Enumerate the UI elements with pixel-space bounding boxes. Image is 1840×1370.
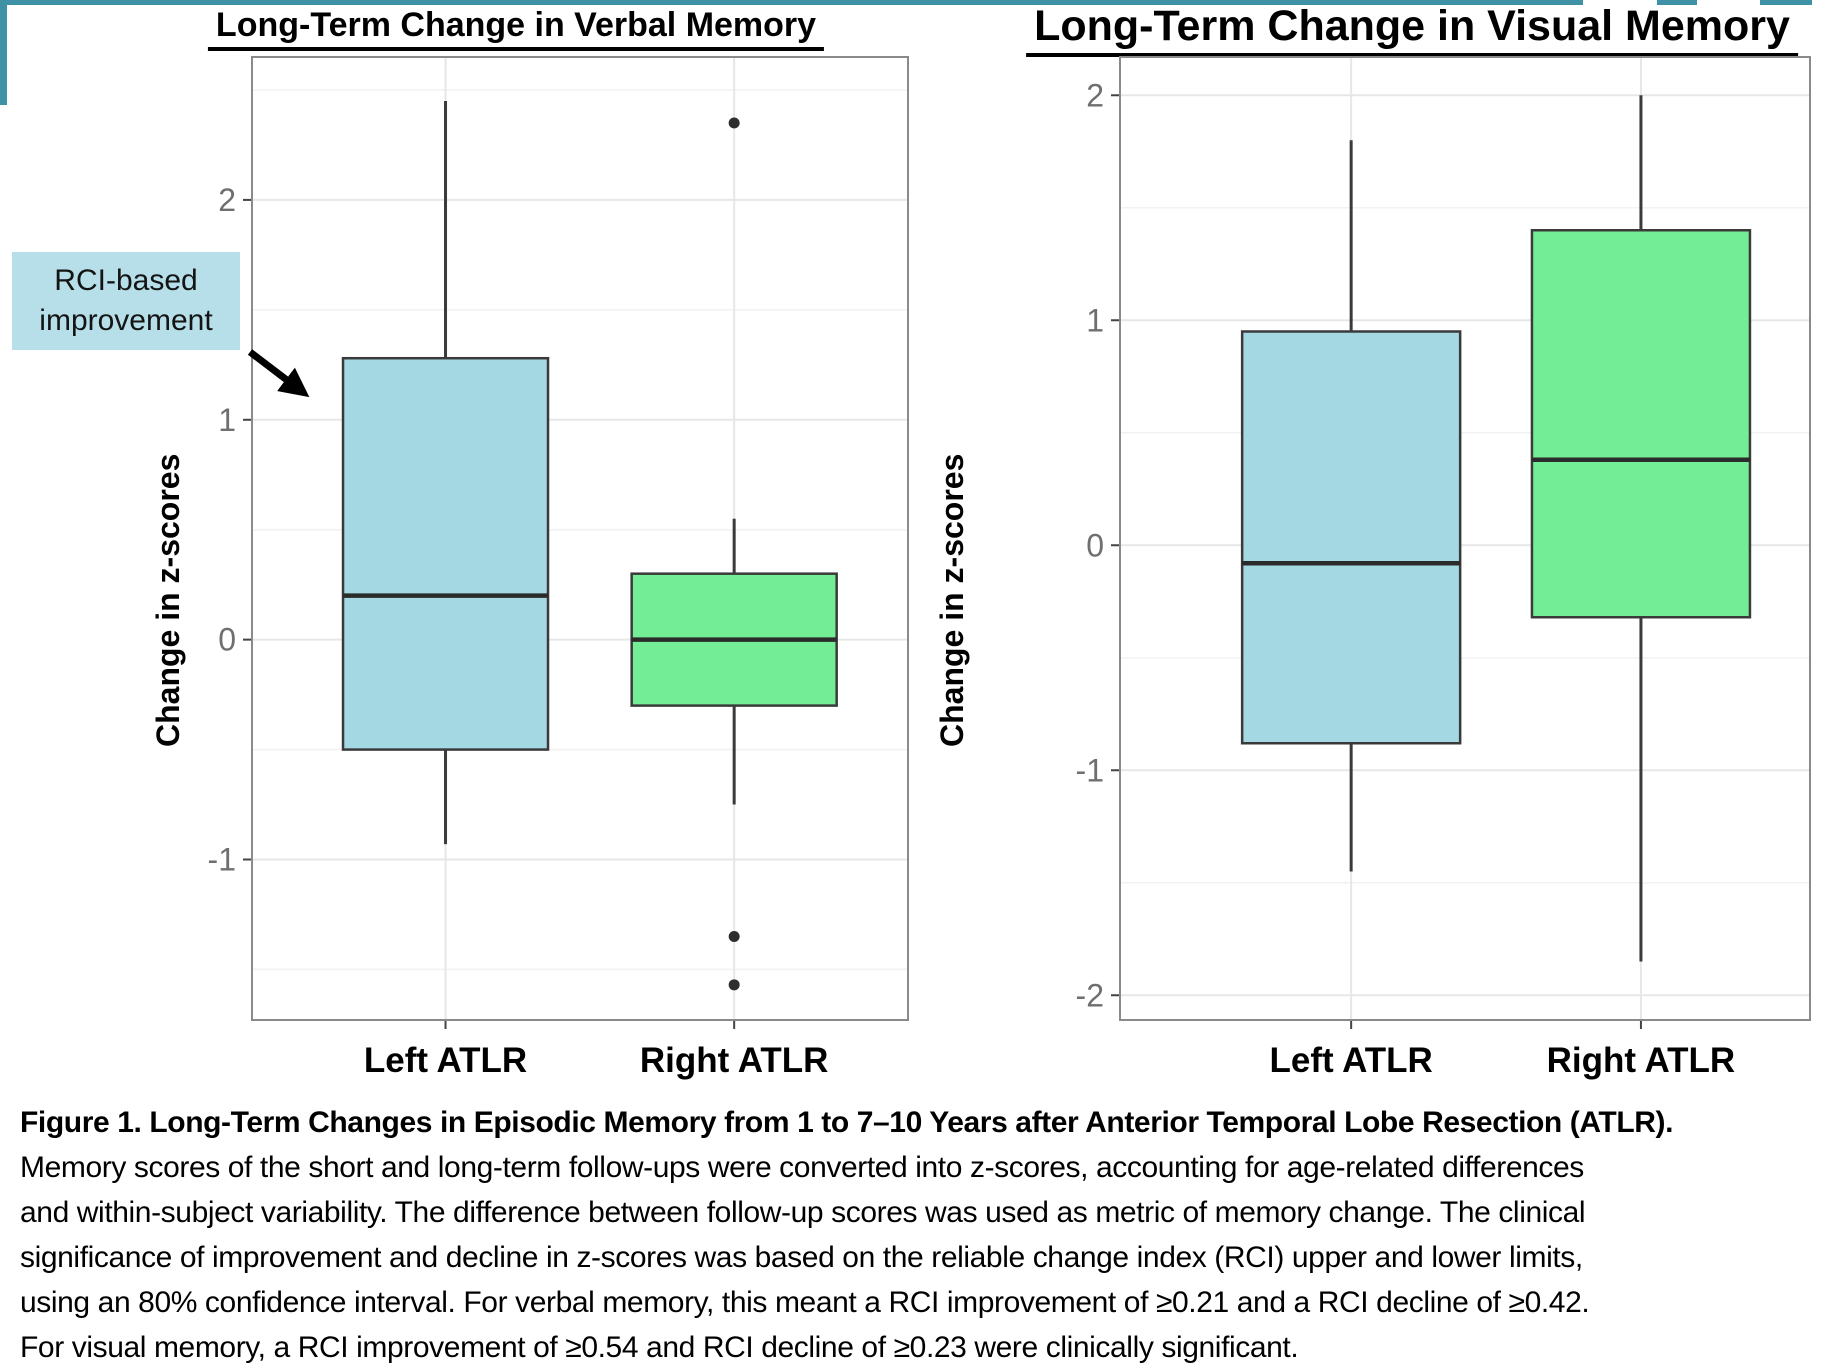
- y-tick-label: -1: [1076, 752, 1104, 788]
- outlier-dot: [728, 117, 740, 129]
- verbal-chart-title: Long-Term Change in Verbal Memory: [207, 6, 825, 51]
- outlier-dot: [728, 930, 740, 942]
- box-left-atlr: [1240, 330, 1462, 745]
- teal-top-strip-segment: [1760, 0, 1812, 5]
- annotation-arrow: [247, 349, 310, 398]
- teal-top-strip: [0, 0, 1583, 5]
- y-tick-label: -2: [1076, 977, 1104, 1013]
- panel-border: [1119, 56, 1811, 1021]
- caption-line: Memory scores of the short and long-term…: [20, 1151, 1584, 1184]
- y-tick-label: 0: [1086, 527, 1104, 563]
- x-category-label: Right ATLR: [640, 1041, 829, 1080]
- figure-caption: Figure 1. Long-Term Changes in Episodic …: [20, 1100, 1834, 1370]
- visual-chart-title: Long-Term Change in Visual Memory: [1026, 2, 1798, 57]
- y-tick-label: 2: [218, 182, 236, 218]
- box-left-atlr: [341, 356, 550, 751]
- y-tick-label: 0: [218, 622, 236, 658]
- caption-line: and within-subject variability. The diff…: [20, 1196, 1586, 1229]
- y-tick-label: 1: [1086, 302, 1104, 338]
- callout-line-2: improvement: [39, 304, 213, 337]
- caption-line: significance of improvement and decline …: [20, 1241, 1583, 1274]
- rci-improvement-callout: RCI-based improvement: [12, 252, 240, 350]
- outlier-dot: [728, 979, 740, 991]
- x-category-label: Right ATLR: [1547, 1041, 1736, 1080]
- x-category-label: Left ATLR: [364, 1041, 527, 1080]
- y-tick-label: -1: [208, 842, 236, 878]
- caption-line: For visual memory, a RCI improvement of …: [20, 1331, 1299, 1364]
- panel-border: [251, 56, 909, 1021]
- y-tick-label: 1: [218, 402, 236, 438]
- x-category-label: Left ATLR: [1270, 1041, 1433, 1080]
- teal-left-strip: [0, 0, 7, 105]
- callout-line-1: RCI-based: [54, 264, 198, 297]
- teal-top-strip-segment: [1657, 0, 1697, 5]
- caption-line: using an 80% confidence interval. For ve…: [20, 1286, 1590, 1319]
- box-right-atlr: [1530, 229, 1752, 619]
- y-tick-label: 2: [1086, 77, 1104, 113]
- caption-line: Figure 1. Long-Term Changes in Episodic …: [20, 1106, 1674, 1139]
